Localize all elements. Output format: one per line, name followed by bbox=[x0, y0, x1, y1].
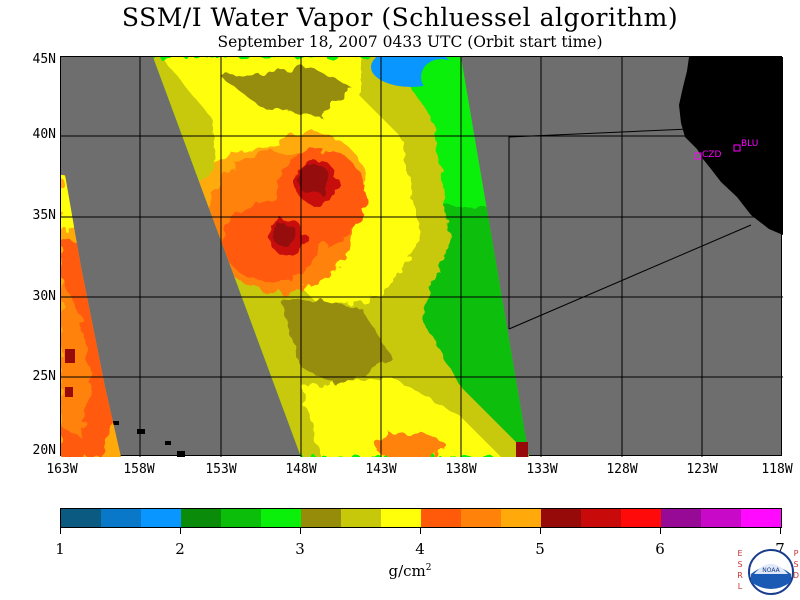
lat-label-35n: 35N bbox=[32, 208, 56, 223]
lat-label-30n: 30N bbox=[32, 289, 56, 304]
colorbar-swatch-18 bbox=[741, 509, 781, 527]
lon-label-158w: 158W bbox=[123, 462, 155, 477]
lon-label-138w: 138W bbox=[445, 462, 477, 477]
noaa-emblem-text: NOAA bbox=[762, 567, 780, 574]
colorbar-tick-7 bbox=[780, 528, 781, 534]
colorbar-units: g/cm2 bbox=[380, 562, 440, 580]
colorbar-swatch-13 bbox=[541, 509, 581, 527]
satellite-swath-left bbox=[61, 175, 121, 457]
lon-label-153w: 153W bbox=[205, 462, 237, 477]
colorbar-swatch-5 bbox=[221, 509, 261, 527]
lon-label-133w: 133W bbox=[526, 462, 558, 477]
colorbar-tick-4 bbox=[420, 528, 421, 534]
colorbar-swatch-12 bbox=[501, 509, 541, 527]
lon-label-148w: 148W bbox=[285, 462, 317, 477]
units-exponent: 2 bbox=[425, 563, 432, 573]
station-czd-marker bbox=[694, 152, 702, 160]
logo-letter-p: P bbox=[793, 549, 799, 558]
colorbar-swatch-11 bbox=[461, 509, 501, 527]
colorbar-tick-6 bbox=[660, 528, 661, 534]
lon-label-118w: 118W bbox=[761, 462, 793, 477]
swath-top-cold bbox=[371, 57, 461, 95]
colorbar-swatch-1 bbox=[61, 509, 101, 527]
logo-letter-s2: S bbox=[793, 560, 799, 569]
colorbar-swatch-8 bbox=[341, 509, 381, 527]
logo-letter-d: D bbox=[792, 571, 800, 580]
colorbar-swatch-17 bbox=[701, 509, 741, 527]
land-mass bbox=[679, 57, 783, 235]
map-subtitle: September 18, 2007 0433 UTC (Orbit start… bbox=[217, 33, 603, 51]
colorbar-swatch-16 bbox=[661, 509, 701, 527]
satellite-swath-main bbox=[153, 57, 529, 457]
colorbar-swatch-14 bbox=[581, 509, 621, 527]
colorbar-label-3: 3 bbox=[295, 540, 305, 558]
esrl-letters: E S R L bbox=[736, 548, 744, 592]
colorbar-swatch-6 bbox=[261, 509, 301, 527]
water-vapor-map: CZD BLU bbox=[60, 56, 783, 457]
noaa-emblem: NOAA bbox=[748, 549, 794, 595]
swath-bottom-red bbox=[516, 442, 528, 457]
logo-letter-e: E bbox=[737, 549, 743, 558]
map-title: SSM/I Water Vapor (Schluessel algorithm) bbox=[121, 3, 679, 32]
lat-label-25n: 25N bbox=[32, 369, 56, 384]
lat-label-20n: 20N bbox=[32, 443, 56, 458]
units-text: g/cm bbox=[388, 562, 426, 580]
lat-label-40n: 40N bbox=[32, 127, 56, 142]
lon-label-143w: 143W bbox=[365, 462, 397, 477]
colorbar bbox=[60, 508, 782, 528]
lon-label-163w: 163W bbox=[46, 462, 78, 477]
colorbar-swatch-9 bbox=[381, 509, 421, 527]
colorbar-swatch-7 bbox=[301, 509, 341, 527]
station-blu-marker bbox=[733, 144, 741, 152]
colorbar-swatch-4 bbox=[181, 509, 221, 527]
colorbar-swatch-10 bbox=[421, 509, 461, 527]
colorbar-tick-5 bbox=[540, 528, 541, 534]
lat-label-45n: 45N bbox=[32, 52, 56, 67]
colorbar-label-5: 5 bbox=[535, 540, 545, 558]
colorbar-tick-3 bbox=[300, 528, 301, 534]
colorbar-swatch-15 bbox=[621, 509, 661, 527]
logo-letter-s: S bbox=[737, 560, 743, 569]
logo-letter-l: L bbox=[737, 582, 743, 591]
hawaii-islands bbox=[113, 421, 185, 457]
graticule bbox=[61, 57, 783, 457]
lon-label-128w: 128W bbox=[606, 462, 638, 477]
boundary-lines bbox=[508, 128, 690, 329]
colorbar-swatch-2 bbox=[101, 509, 141, 527]
colorbar-label-4: 4 bbox=[415, 540, 425, 558]
station-czd-label: CZD bbox=[702, 150, 721, 160]
logo-letter-r: R bbox=[737, 571, 743, 580]
colorbar-label-2: 2 bbox=[175, 540, 185, 558]
lon-label-123w: 123W bbox=[686, 462, 718, 477]
colorbar-swatch-3 bbox=[141, 509, 181, 527]
map-graphic: CZD BLU bbox=[61, 57, 783, 457]
colorbar-label-1: 1 bbox=[55, 540, 65, 558]
psd-letters: P S D bbox=[792, 548, 800, 581]
boundary-diagonal bbox=[508, 224, 752, 330]
station-blu-label: BLU bbox=[741, 139, 758, 149]
colorbar-label-6: 6 bbox=[655, 540, 665, 558]
colorbar-tick-1 bbox=[60, 528, 61, 534]
colorbar-tick-2 bbox=[180, 528, 181, 534]
colorbar-label-7: 7 bbox=[775, 540, 785, 558]
noaa-esrl-psd-logo: E S R L NOAA P S D bbox=[724, 548, 800, 600]
